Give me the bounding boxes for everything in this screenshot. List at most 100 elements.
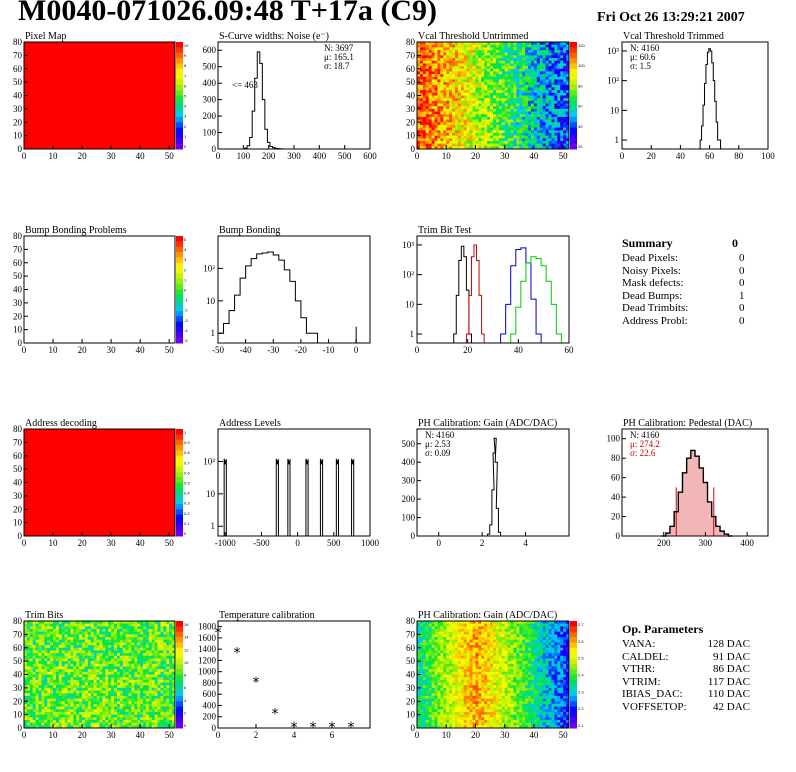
heatmap-cell bbox=[417, 645, 421, 649]
heatmap-cell bbox=[533, 58, 538, 62]
heatmap-cell bbox=[163, 709, 167, 713]
heatmap-cell bbox=[554, 103, 558, 107]
heatmap-cell bbox=[47, 717, 51, 721]
heatmap-cell bbox=[111, 703, 115, 707]
heatmap-cell bbox=[525, 132, 529, 137]
heatmap-cell bbox=[61, 629, 66, 633]
x-tick-label: 50 bbox=[165, 538, 175, 548]
heatmap-cell bbox=[428, 706, 433, 710]
heatmap-cell bbox=[536, 76, 541, 80]
heatmap-cell bbox=[134, 709, 138, 713]
heatmap-cell bbox=[443, 116, 447, 120]
heatmap-cell bbox=[437, 103, 441, 107]
heatmap-cell bbox=[539, 116, 544, 120]
heatmap-cell bbox=[446, 47, 450, 51]
heatmap-cell bbox=[525, 124, 529, 128]
heatmap-cell bbox=[137, 650, 141, 654]
heatmap-cell bbox=[545, 119, 549, 123]
heatmap-cell bbox=[166, 674, 170, 678]
heatmap-cell bbox=[169, 629, 173, 633]
heatmap-cell bbox=[119, 650, 124, 654]
heatmap-cell bbox=[55, 717, 60, 721]
heatmap-cell bbox=[160, 711, 164, 716]
y-tick-label: 0 bbox=[18, 531, 23, 541]
heatmap-cell bbox=[422, 647, 427, 651]
heatmap-cell bbox=[425, 76, 430, 80]
heatmap-cell bbox=[84, 679, 89, 683]
heatmap-cell bbox=[507, 76, 511, 80]
y-tick-label: 0 bbox=[411, 144, 416, 154]
heatmap-cell bbox=[102, 671, 106, 675]
heatmap-cell bbox=[50, 631, 54, 635]
heatmap-cell bbox=[116, 629, 121, 633]
heatmap-cell bbox=[154, 663, 158, 667]
heatmap-cell bbox=[128, 714, 132, 718]
heatmap-cell bbox=[417, 650, 421, 654]
heatmap-cell bbox=[434, 639, 438, 643]
heatmap-cell bbox=[490, 92, 494, 96]
heatmap-cell bbox=[29, 682, 34, 686]
heatmap-cell bbox=[50, 690, 54, 694]
heatmap-cell bbox=[137, 711, 141, 716]
heatmap-cell bbox=[24, 623, 28, 627]
heatmap-cell bbox=[122, 653, 127, 657]
heatmap-cell bbox=[493, 135, 497, 139]
heatmap-cell bbox=[478, 95, 482, 99]
heatmap-cell bbox=[38, 671, 42, 675]
heatmap-cell bbox=[504, 82, 509, 86]
y-tick-label: 10 bbox=[13, 518, 23, 528]
heatmap-cell bbox=[143, 661, 147, 665]
heatmap-cell bbox=[545, 79, 549, 83]
heatmap-cell bbox=[533, 90, 538, 94]
heatmap-cell bbox=[560, 135, 564, 139]
heatmap-cell bbox=[105, 629, 109, 633]
heatmap-cell bbox=[172, 679, 176, 683]
heatmap-cell bbox=[96, 631, 100, 635]
heatmap-cell bbox=[58, 650, 63, 654]
x-tick-label: 0 bbox=[415, 151, 420, 161]
heatmap-cell bbox=[79, 629, 83, 633]
heatmap-cell bbox=[82, 687, 86, 691]
heatmap-cell bbox=[533, 127, 538, 131]
x-tick-label: 0 bbox=[436, 538, 441, 548]
heatmap-cell bbox=[422, 132, 427, 137]
heatmap-cell bbox=[128, 650, 132, 654]
heatmap-cell bbox=[434, 623, 438, 627]
heatmap-cell bbox=[455, 44, 459, 48]
heatmap-cell bbox=[64, 685, 68, 689]
heatmap-cell bbox=[563, 114, 567, 118]
heatmap-cell bbox=[469, 87, 473, 91]
heatmap-cell bbox=[58, 725, 63, 729]
heatmap-cell bbox=[38, 669, 42, 673]
heatmap-cell bbox=[513, 130, 517, 134]
heatmap-cell bbox=[437, 47, 441, 51]
heatmap-cell bbox=[542, 106, 547, 110]
heatmap-cell bbox=[545, 138, 549, 142]
heatmap-cell bbox=[422, 135, 427, 139]
heatmap-cell bbox=[67, 639, 71, 643]
heatmap-cell bbox=[519, 146, 523, 150]
heatmap-cell bbox=[50, 650, 54, 654]
heatmap-cell bbox=[73, 626, 77, 630]
heatmap-cell bbox=[472, 135, 476, 139]
heatmap-cell bbox=[434, 695, 438, 699]
heatmap-cell bbox=[140, 634, 144, 638]
histogram-line bbox=[699, 48, 722, 149]
heatmap-cell bbox=[428, 629, 433, 633]
palette-swatch bbox=[176, 519, 183, 526]
heatmap-cell bbox=[531, 84, 535, 88]
heatmap-cell bbox=[422, 685, 427, 689]
heatmap-cell bbox=[134, 703, 138, 707]
heatmap-cell bbox=[516, 103, 520, 107]
heatmap-cell bbox=[32, 703, 37, 707]
heatmap-cell bbox=[536, 143, 541, 147]
heatmap-cell bbox=[93, 719, 97, 724]
heatmap-cell bbox=[79, 725, 83, 729]
heatmap-cell bbox=[151, 626, 156, 630]
heatmap-cell bbox=[50, 706, 54, 710]
heatmap-cell bbox=[140, 637, 144, 641]
heatmap-cell bbox=[38, 677, 42, 681]
heatmap-cell bbox=[137, 719, 141, 724]
heatmap-cell bbox=[137, 685, 141, 689]
heatmap-cell bbox=[417, 685, 421, 689]
